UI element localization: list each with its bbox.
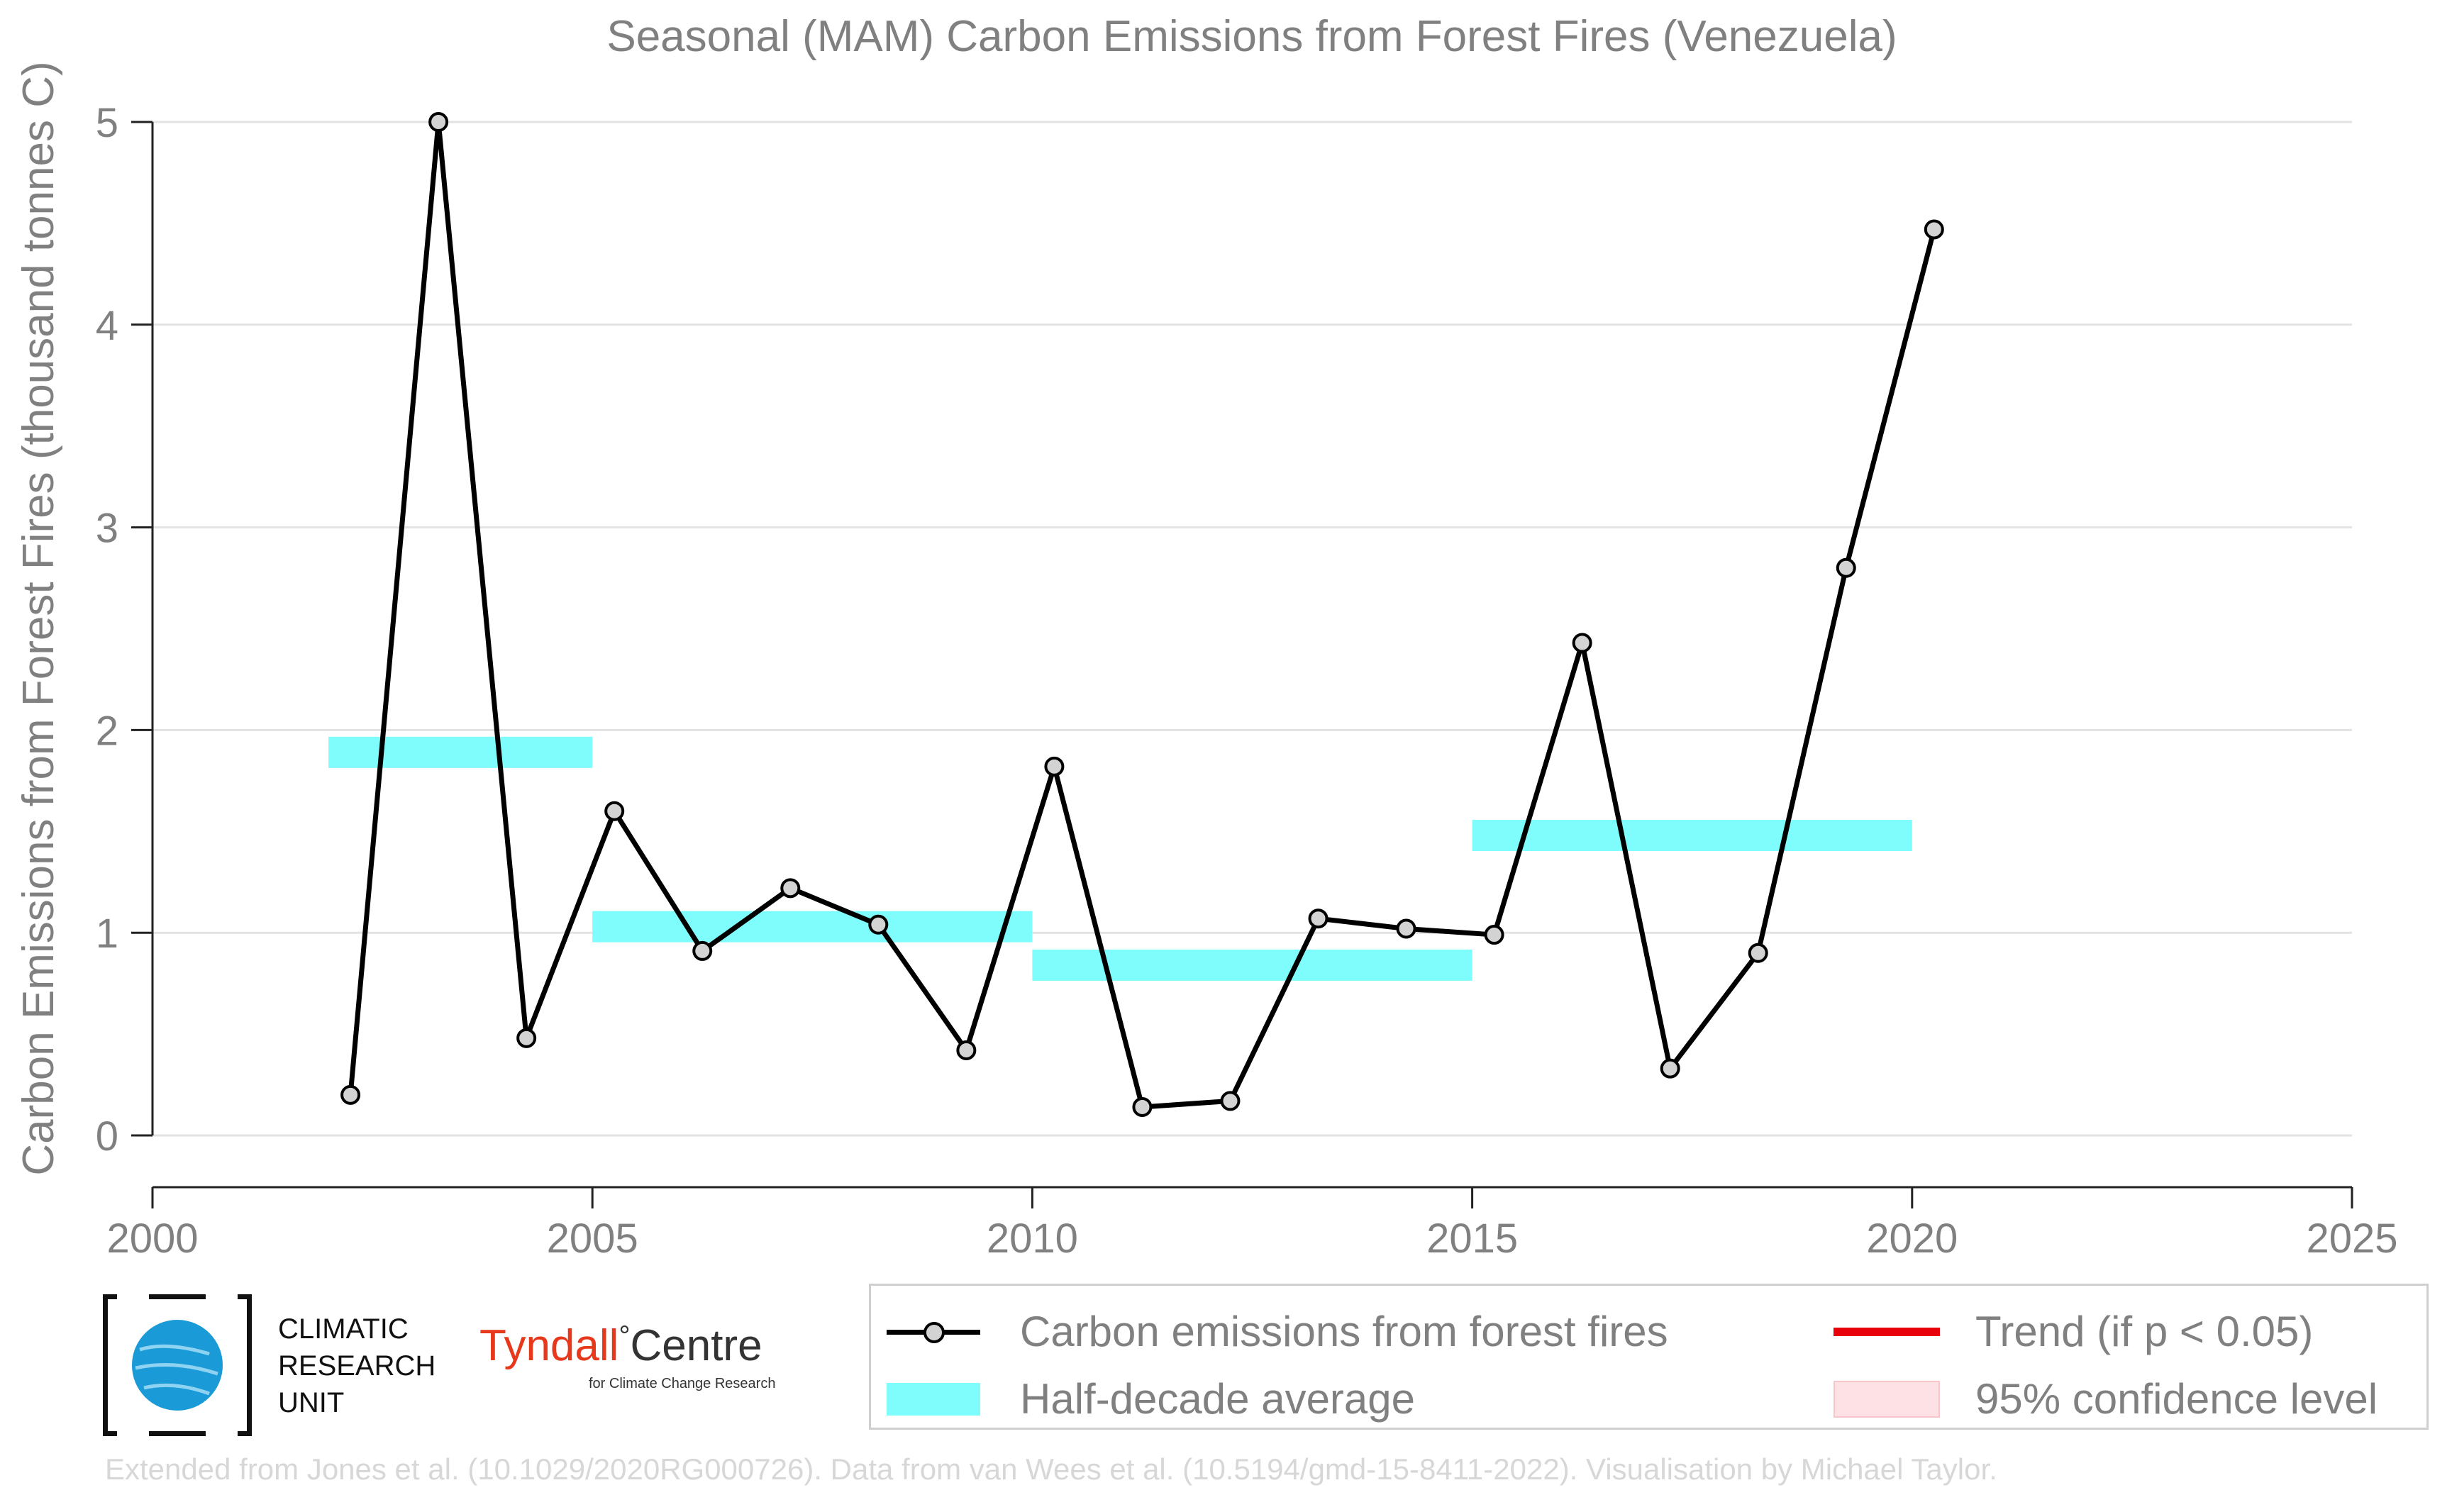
footer-credit: Extended from Jones et al. (10.1029/2020… [105, 1452, 1997, 1486]
axes: 0 1 2 3 4 5 2000 2005 2010 2015 2020 2025 [96, 100, 2398, 1262]
y-tick-label: 3 [96, 506, 118, 552]
half-decade-bar [1472, 820, 1912, 852]
data-point [1484, 925, 1504, 945]
legend-swatch-emissions [887, 1311, 980, 1353]
data-point [1308, 908, 1328, 929]
tyndall-logo-left: Tyndall [479, 1321, 619, 1370]
legend-item-trend: Trend (if p < 0.05) [1834, 1307, 2313, 1356]
tyndall-logo: Tyndall°Centre for Climate Change Resear… [479, 1321, 775, 1391]
data-point [1044, 756, 1065, 777]
cru-text-line: UNIT [278, 1387, 345, 1418]
data-point [1836, 557, 1856, 578]
legend-item-confidence: 95% confidence level [1834, 1374, 2378, 1423]
data-point [956, 1040, 977, 1060]
x-tick-label: 2010 [987, 1216, 1078, 1262]
data-point [428, 112, 449, 132]
gridlines [152, 121, 2352, 1137]
x-tick-label: 2025 [2306, 1216, 2397, 1262]
data-point [340, 1084, 361, 1105]
cru-logo [103, 1294, 252, 1436]
data-point [868, 914, 889, 935]
emissions-series [340, 112, 1944, 1117]
data-point [1748, 943, 1768, 963]
cru-text-line: RESEARCH [278, 1350, 436, 1382]
legend-swatch-trend [1834, 1327, 1940, 1336]
y-tick-label: 2 [96, 708, 118, 754]
data-point [516, 1028, 537, 1048]
legend-label-emissions: Carbon emissions from forest fires [1020, 1308, 1668, 1355]
y-tick-label: 1 [96, 911, 118, 957]
data-point [1396, 918, 1416, 939]
y-tick-label: 0 [96, 1113, 118, 1160]
y-tick-label: 4 [96, 303, 118, 349]
half-decade-bar [1032, 949, 1472, 981]
legend-label-confidence: 95% confidence level [1975, 1375, 2378, 1423]
data-point [1572, 633, 1592, 653]
legend-item-emissions: Carbon emissions from forest fires [887, 1307, 1668, 1356]
data-point [604, 801, 625, 821]
data-point [692, 940, 713, 961]
legend-label-trend: Trend (if p < 0.05) [1975, 1308, 2314, 1355]
chart-title: Seasonal (MAM) Carbon Emissions from For… [606, 12, 1897, 61]
x-tick-label: 2020 [1866, 1216, 1958, 1262]
data-point [1660, 1058, 1680, 1079]
tyndall-logo-degree: ° [618, 1321, 631, 1352]
half-decade-bar [592, 911, 1033, 943]
half-decade-bar [328, 736, 593, 768]
half-decade-average-bands [328, 736, 1912, 981]
data-point [1220, 1091, 1241, 1111]
tyndall-logo-subtitle: for Climate Change Research [589, 1376, 776, 1391]
data-point [1924, 219, 1944, 240]
x-tick-label: 2000 [106, 1216, 198, 1262]
cru-logo-text: CLIMATIC RESEARCH UNIT [278, 1311, 436, 1421]
y-tick-label: 5 [96, 100, 118, 146]
legend: Carbon emissions from forest fires Half-… [869, 1284, 2429, 1430]
legend-label-half-decade: Half-decade average [1020, 1375, 1416, 1423]
tyndall-logo-right: Centre [630, 1321, 762, 1370]
data-point [780, 878, 801, 899]
x-tick-label: 2005 [547, 1216, 638, 1262]
legend-item-half-decade: Half-decade average [887, 1374, 1415, 1423]
data-point [1132, 1096, 1153, 1117]
y-axis-label: Carbon Emissions from Forest Fires (thou… [14, 61, 63, 1175]
legend-swatch-half-decade [887, 1382, 980, 1416]
cru-text-line: CLIMATIC [278, 1313, 409, 1345]
legend-swatch-confidence [1834, 1380, 1940, 1418]
x-tick-label: 2015 [1426, 1216, 1518, 1262]
